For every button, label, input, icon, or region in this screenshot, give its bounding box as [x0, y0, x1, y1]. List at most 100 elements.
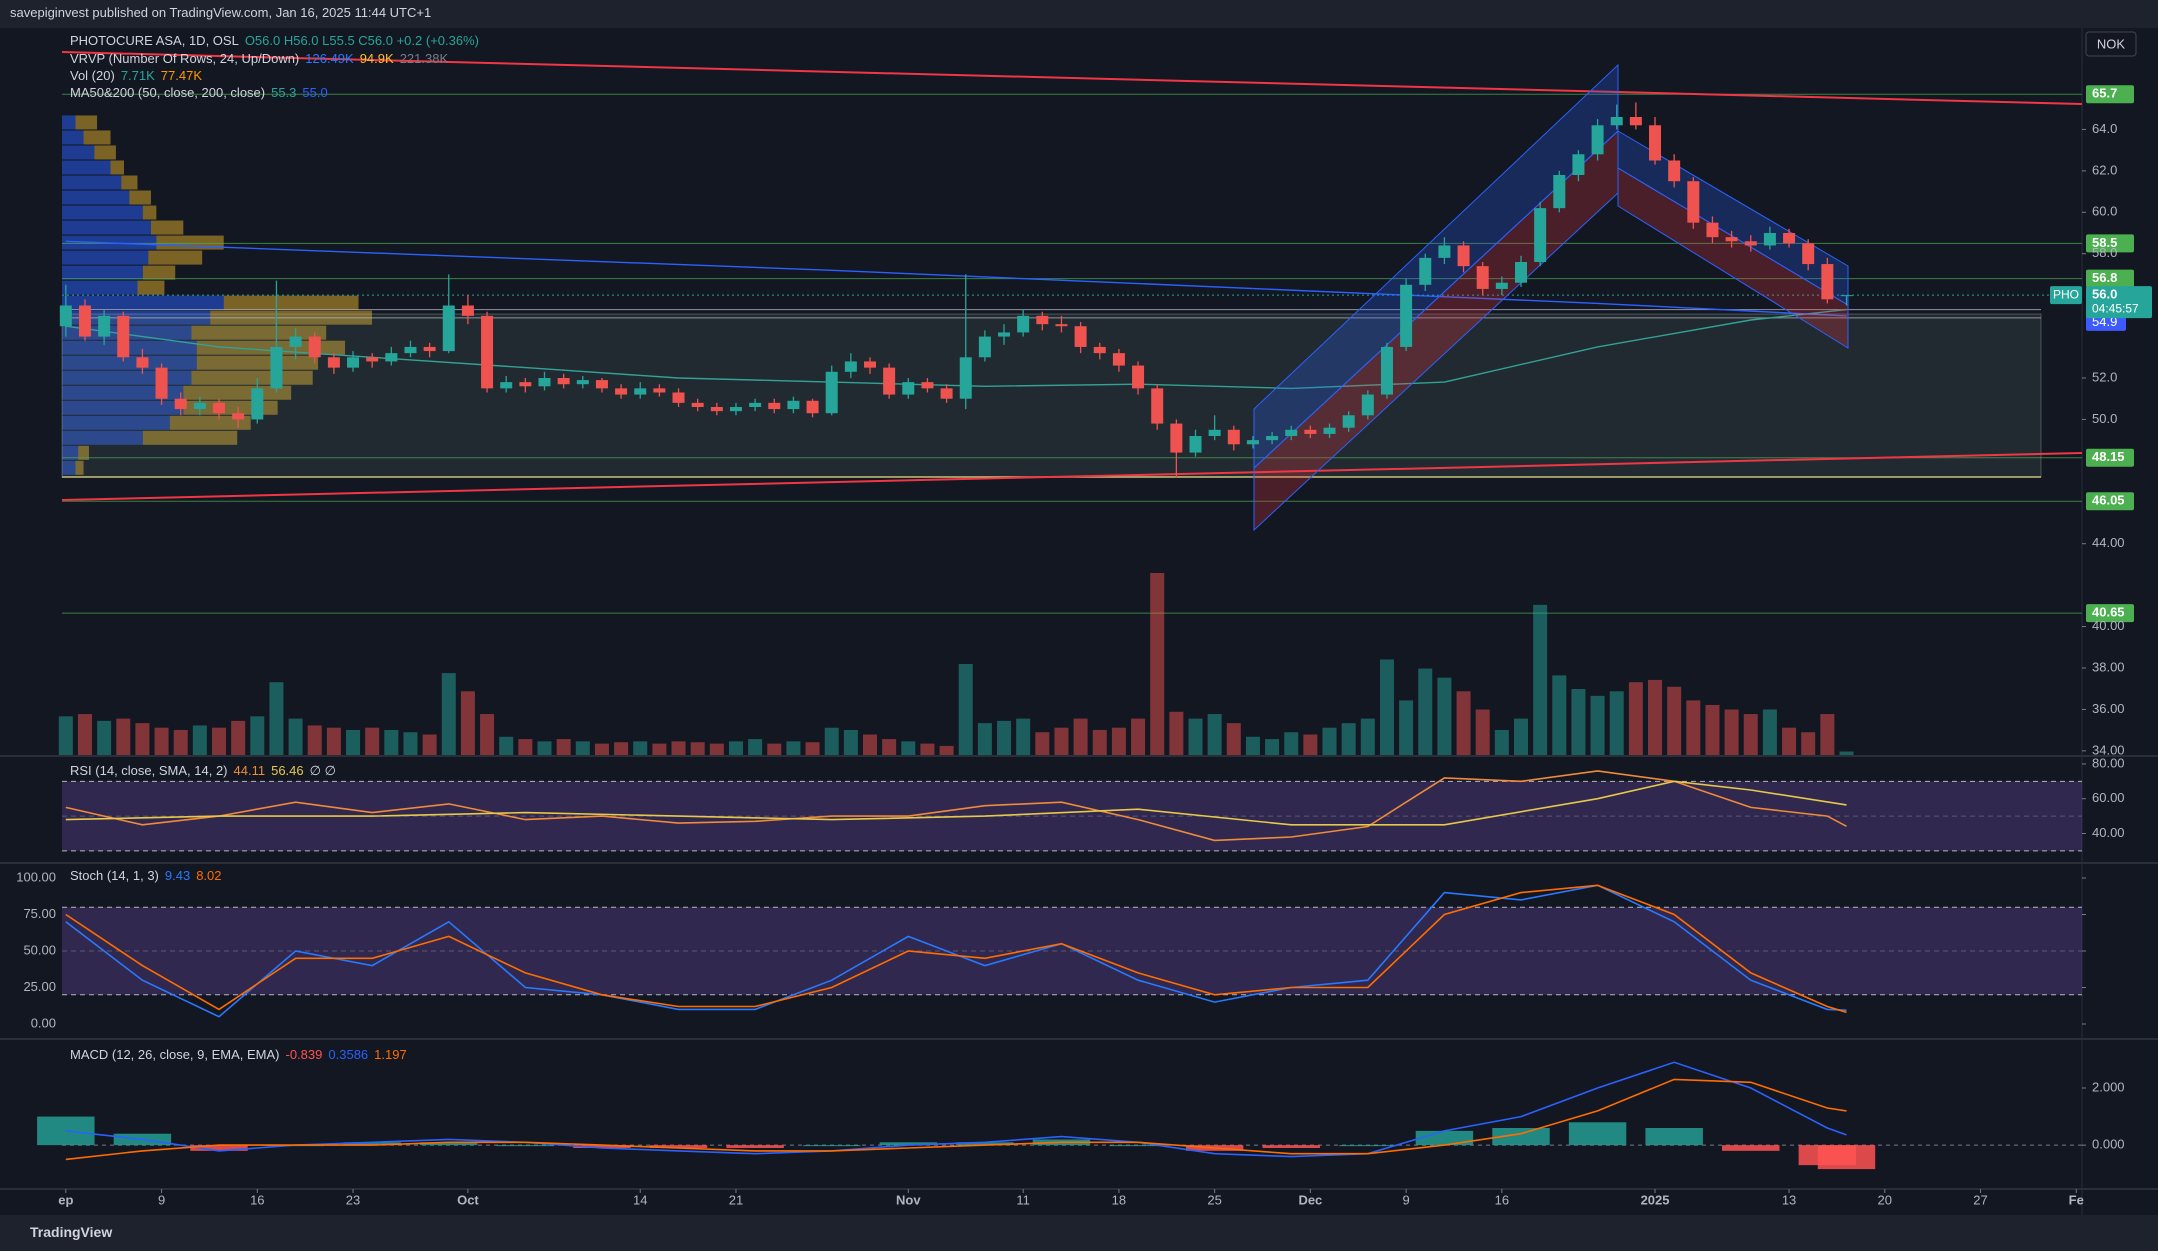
histogram-bar	[1817, 1145, 1876, 1170]
volume-bar	[212, 727, 227, 755]
volume-bar	[135, 723, 150, 755]
candle-body	[308, 336, 321, 358]
y-tick-label: 34.00	[2092, 742, 2125, 757]
line-series	[65, 770, 1847, 842]
volume-bar	[1207, 714, 1222, 755]
volume-bar	[1035, 732, 1050, 755]
volume-bar	[1016, 718, 1031, 755]
volume-bar	[1724, 709, 1739, 755]
legend-rsi: RSI (14, close, SMA, 14, 2) 44.11 56.46 ∅ ∅	[70, 763, 342, 779]
profile-down	[78, 445, 89, 460]
candle-body	[1629, 117, 1642, 126]
y-tick-label: 44.00	[2092, 535, 2125, 550]
volume-bar	[633, 741, 648, 755]
x-tick-label: Fe	[2069, 1192, 2084, 1207]
value: 9.43	[164, 868, 191, 883]
x-tick-label: 13	[1782, 1192, 1796, 1207]
level-label-box	[2086, 448, 2134, 467]
last-price-box	[2086, 286, 2152, 319]
y-tick-label: 60.00	[2092, 790, 2125, 805]
candle-body	[1457, 245, 1470, 267]
volume-bar	[1820, 714, 1835, 755]
symbol: PHOTOCURE ASA, 1D, OSL	[70, 33, 239, 48]
candle-body	[1112, 353, 1125, 366]
x-tick-label: 9	[1402, 1192, 1409, 1207]
candle-body	[1419, 257, 1432, 285]
volume-bar	[1782, 727, 1797, 755]
histogram-bar	[343, 1142, 401, 1146]
candle-body	[1246, 440, 1259, 445]
candle-body	[691, 402, 704, 407]
candle-body	[1649, 125, 1662, 161]
candle-body	[806, 400, 819, 414]
candle-body	[1285, 429, 1298, 436]
profile-down	[121, 175, 138, 190]
candle-body	[1725, 237, 1738, 242]
trendline	[61, 51, 2083, 105]
value: ∅ ∅	[309, 763, 336, 778]
attribution: savepiginvest published on TradingView.c…	[10, 5, 432, 20]
y-tick-label: 62.0	[2092, 162, 2117, 177]
x-tick-label: 20	[1878, 1192, 1892, 1207]
candle-body	[1706, 222, 1719, 238]
volume-bar	[441, 673, 456, 755]
y-tick-label: 100.00	[16, 869, 56, 884]
profile-down	[169, 415, 251, 430]
volume-bar	[1628, 682, 1643, 755]
value: 1.197	[374, 1047, 407, 1062]
value: -0.839	[285, 1047, 323, 1062]
profile-up	[62, 295, 224, 310]
last-price-label: 56.0	[2092, 287, 2117, 302]
level-label: 46.05	[2092, 493, 2125, 508]
candle-body	[366, 357, 379, 362]
level-label-box	[2086, 85, 2134, 104]
volume-bar	[1360, 718, 1375, 755]
y-tick-label: 40.00	[2092, 618, 2125, 633]
volume-bar	[671, 741, 686, 755]
x-tick-label: 27	[1973, 1192, 1987, 1207]
y-tick-label: 36.00	[2092, 701, 2125, 716]
volume-bar	[403, 732, 418, 755]
value: 8.02	[196, 868, 222, 883]
profile-up	[62, 220, 151, 235]
label-layer: 34.00 36.00 38.00 40.00 44.00 50.0 52.0 58.0 60.…	[16, 121, 2124, 1208]
candle-body	[59, 305, 72, 327]
profile-up	[62, 445, 79, 460]
profile-up	[62, 145, 95, 160]
candle-body	[1380, 346, 1393, 395]
profile-up	[62, 400, 184, 415]
level-label-box	[2086, 492, 2134, 511]
trendline	[61, 452, 2083, 501]
profile-down	[142, 265, 176, 280]
volume-bar	[250, 716, 265, 755]
level-label: 65.7	[2092, 86, 2117, 101]
line-series	[65, 1061, 1847, 1158]
label: RSI (14, close, SMA, 14, 2)	[70, 763, 228, 778]
candle-body	[902, 382, 915, 395]
candle-body	[825, 371, 838, 414]
volume-bar	[767, 743, 782, 755]
candle-body	[1323, 427, 1336, 434]
candle-body	[1055, 324, 1068, 327]
histogram-bar	[1262, 1145, 1320, 1148]
volume-bar	[1456, 691, 1471, 755]
currency-box	[2085, 31, 2137, 57]
profile-down	[183, 385, 292, 400]
candle-body	[1744, 241, 1757, 246]
value: 7.71K	[120, 68, 155, 83]
volume-bar	[518, 739, 533, 755]
channel-lower	[1617, 167, 1849, 349]
candle-body	[653, 388, 666, 393]
volume-bar	[882, 739, 897, 755]
volume-bar	[231, 720, 246, 755]
profile-up	[62, 340, 197, 355]
volume-bar	[1303, 734, 1318, 755]
volume-bar	[594, 743, 609, 755]
volume-bar	[173, 729, 188, 755]
range-box	[61, 313, 2042, 478]
value: 56.46	[271, 763, 304, 778]
footer-logo: TradingView	[30, 1224, 113, 1240]
histogram-bar	[1492, 1128, 1550, 1146]
